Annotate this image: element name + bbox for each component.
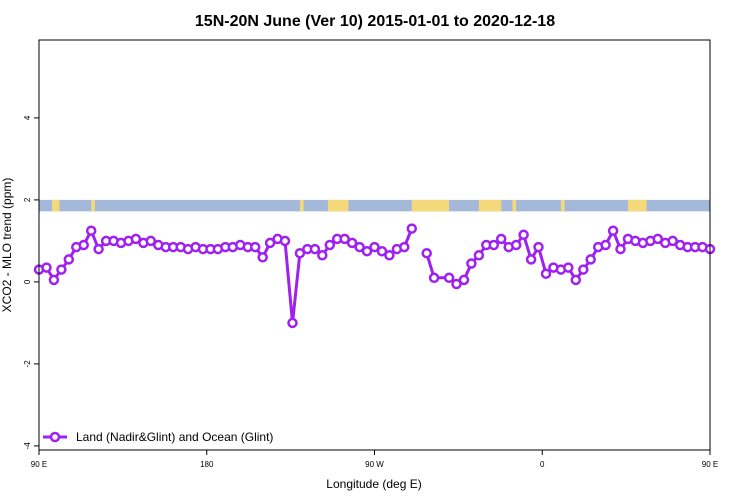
data-point [533, 241, 544, 253]
data-point [510, 239, 522, 251]
data-point [354, 241, 365, 253]
data-point [85, 225, 97, 236]
land-span [512, 199, 517, 212]
data-point [652, 233, 664, 245]
data-point [257, 252, 268, 263]
x-axis-label: Longitude (deg E) [326, 477, 421, 491]
y-tick-label: -4 [23, 442, 32, 450]
y-axis: -4 -2 0 2 4 [23, 115, 39, 449]
data-point [48, 274, 60, 286]
chart-title: 15N-20N June (Ver 10) 2015-01-01 to 2020… [195, 13, 555, 30]
land-span [299, 199, 304, 212]
legend-marker-swatch [49, 431, 61, 443]
legend: Land (Nadir&Glint) and Ocean (Glint) [43, 430, 273, 444]
data-point [309, 243, 321, 255]
data-point [600, 239, 611, 251]
data-point [130, 233, 142, 245]
data-point [570, 274, 582, 286]
data-point [294, 247, 306, 259]
ocean-band [39, 199, 710, 212]
data-point [63, 254, 75, 265]
data-point [443, 272, 455, 284]
data-point [324, 239, 336, 251]
data-point [287, 317, 298, 329]
data-point [376, 245, 388, 257]
data-point [525, 254, 537, 265]
y-tick-label: 2 [23, 197, 32, 202]
land-span [411, 199, 450, 212]
data-point [93, 243, 104, 255]
data-point [384, 250, 395, 261]
data-point [466, 258, 477, 269]
data-point [488, 239, 500, 251]
x-tick-label: 90 E [31, 460, 47, 469]
data-point [615, 243, 626, 255]
data-point [495, 233, 507, 245]
data-point [585, 254, 596, 265]
legend-label: Land (Nadir&Glint) and Ocean (Glint) [76, 430, 273, 444]
data-point [563, 262, 574, 273]
data-point [451, 278, 462, 290]
data-point [667, 235, 678, 247]
data-point [41, 262, 52, 273]
data-point [473, 250, 485, 261]
data-point [361, 245, 373, 257]
data-point [264, 237, 276, 249]
land-ocean-band [39, 199, 710, 212]
data-point [518, 229, 529, 241]
plot-border [38, 39, 711, 451]
y-axis-label: XCO2 - MLO trend (ppm) [0, 178, 14, 313]
land-span [560, 199, 565, 212]
data-point [578, 264, 589, 275]
data-point [428, 272, 440, 284]
x-tick-label: 90 W [365, 460, 384, 469]
data-point [540, 268, 552, 279]
data-point [56, 264, 67, 275]
x-tick-label: 180 [200, 460, 214, 469]
series-land-ocean [33, 223, 716, 329]
y-tick-label: 0 [23, 279, 32, 284]
x-axis: 90 E 180 90 W 0 90 E [31, 450, 718, 469]
data-point [317, 250, 328, 261]
land-span [52, 199, 60, 212]
land-span [627, 199, 647, 212]
data-point [421, 247, 432, 259]
data-point [249, 241, 261, 253]
data-point [78, 239, 89, 251]
data-point [346, 237, 358, 249]
y-tick-label: -2 [23, 360, 32, 368]
land-span [478, 199, 502, 212]
land-span [91, 199, 95, 212]
data-point [406, 223, 418, 234]
data-point [145, 235, 157, 247]
data-point [369, 241, 380, 253]
land-span [327, 199, 349, 212]
x-tick-label: 90 E [702, 460, 718, 469]
data-point [607, 225, 619, 236]
x-tick-label: 0 [540, 460, 545, 469]
data-point [399, 241, 410, 253]
data-point [279, 235, 291, 247]
y-tick-label: 4 [23, 115, 32, 120]
data-point [458, 274, 470, 286]
